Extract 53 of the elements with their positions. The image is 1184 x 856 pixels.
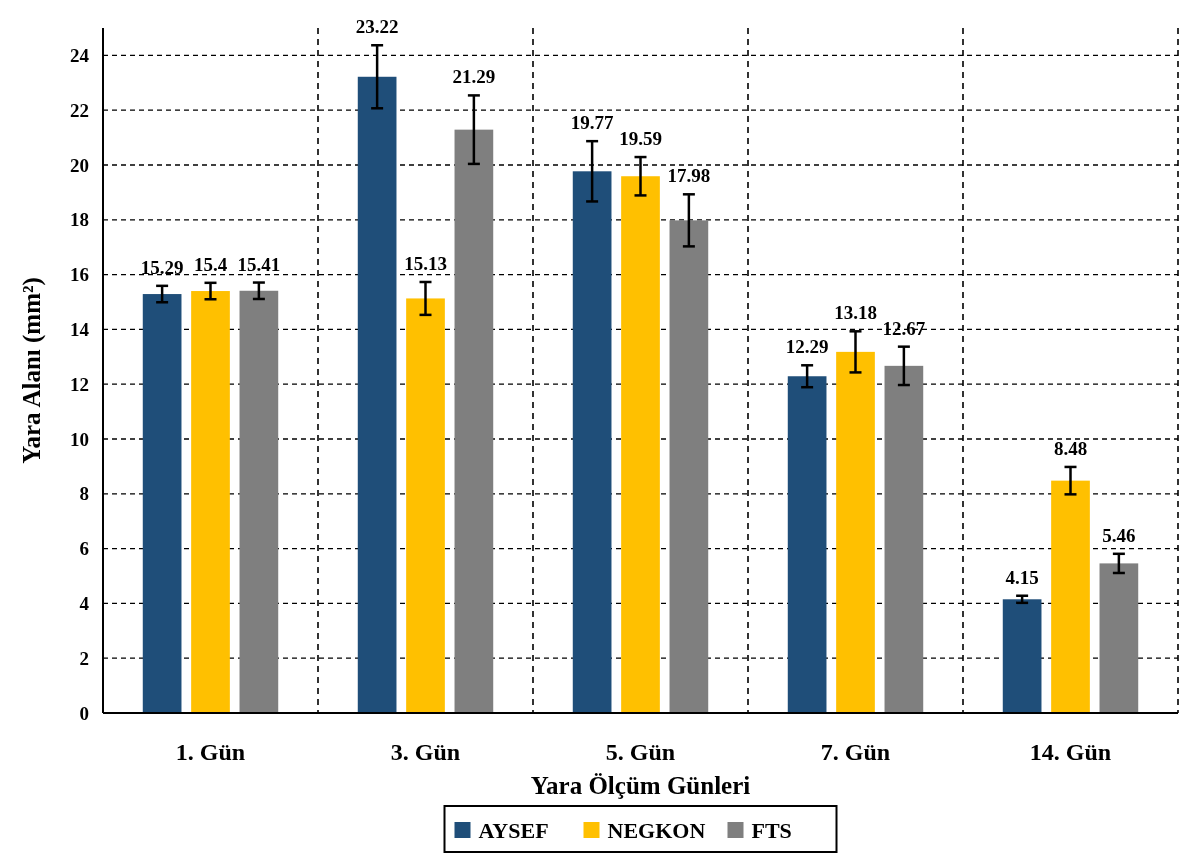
data-label: 19.59 <box>619 128 662 150</box>
x-tick-label: 1. Gün <box>175 739 246 765</box>
data-label: 8.48 <box>1053 437 1088 459</box>
y-tick-label: 0 <box>79 702 89 724</box>
y-tick-label: 10 <box>70 428 89 450</box>
data-label: 15.29 <box>140 256 184 278</box>
x-axis-title: Yara Ölçüm Günleri <box>530 772 751 799</box>
x-tick-label: 3. Gün <box>390 739 461 765</box>
bar <box>239 290 279 713</box>
bar <box>357 76 397 713</box>
x-tick-label: 14. Gün <box>1029 739 1112 765</box>
y-tick-label: 18 <box>70 209 89 231</box>
data-label: 17.98 <box>667 165 711 187</box>
data-label: 12.67 <box>882 317 926 339</box>
y-tick-label: 20 <box>70 154 89 176</box>
x-tick-label: 5. Gün <box>605 739 676 765</box>
bar <box>787 376 827 713</box>
legend-label: AYSEF <box>478 818 549 843</box>
bar <box>406 298 445 713</box>
y-axis-title: Yara Alanı (mm²) <box>18 277 46 464</box>
data-label: 12.29 <box>785 336 829 358</box>
y-tick-label: 22 <box>70 99 89 121</box>
data-label: 15.13 <box>404 253 447 274</box>
data-label: 5.46 <box>1102 524 1136 546</box>
bar <box>191 291 230 713</box>
bar <box>454 129 494 713</box>
legend-label: NEGKON <box>607 818 706 843</box>
bar <box>1099 563 1139 713</box>
bar <box>572 171 612 713</box>
y-tick-label: 2 <box>79 647 89 669</box>
data-label: 13.18 <box>834 302 877 324</box>
y-tick-label: 6 <box>79 538 89 560</box>
bar <box>1051 480 1090 713</box>
bar <box>1002 599 1042 713</box>
data-label: 21.29 <box>452 66 496 88</box>
bar <box>884 365 924 713</box>
bar <box>142 294 182 713</box>
x-tick-label: 7. Gün <box>820 739 891 765</box>
y-tick-label: 4 <box>79 593 90 615</box>
data-label: 19.77 <box>570 112 614 134</box>
bar <box>621 176 660 713</box>
legend-label: FTS <box>751 818 792 843</box>
data-label: 15.41 <box>237 253 281 275</box>
y-tick-label: 12 <box>70 373 89 395</box>
data-label: 23.22 <box>355 16 399 38</box>
bar <box>836 351 875 713</box>
bar <box>669 220 709 713</box>
y-tick-label: 14 <box>70 319 90 341</box>
y-tick-label: 8 <box>79 483 89 505</box>
y-tick-label: 16 <box>70 264 89 286</box>
y-tick-label: 24 <box>70 45 90 67</box>
data-label: 15.4 <box>193 253 228 275</box>
data-label: 4.15 <box>1005 566 1039 588</box>
